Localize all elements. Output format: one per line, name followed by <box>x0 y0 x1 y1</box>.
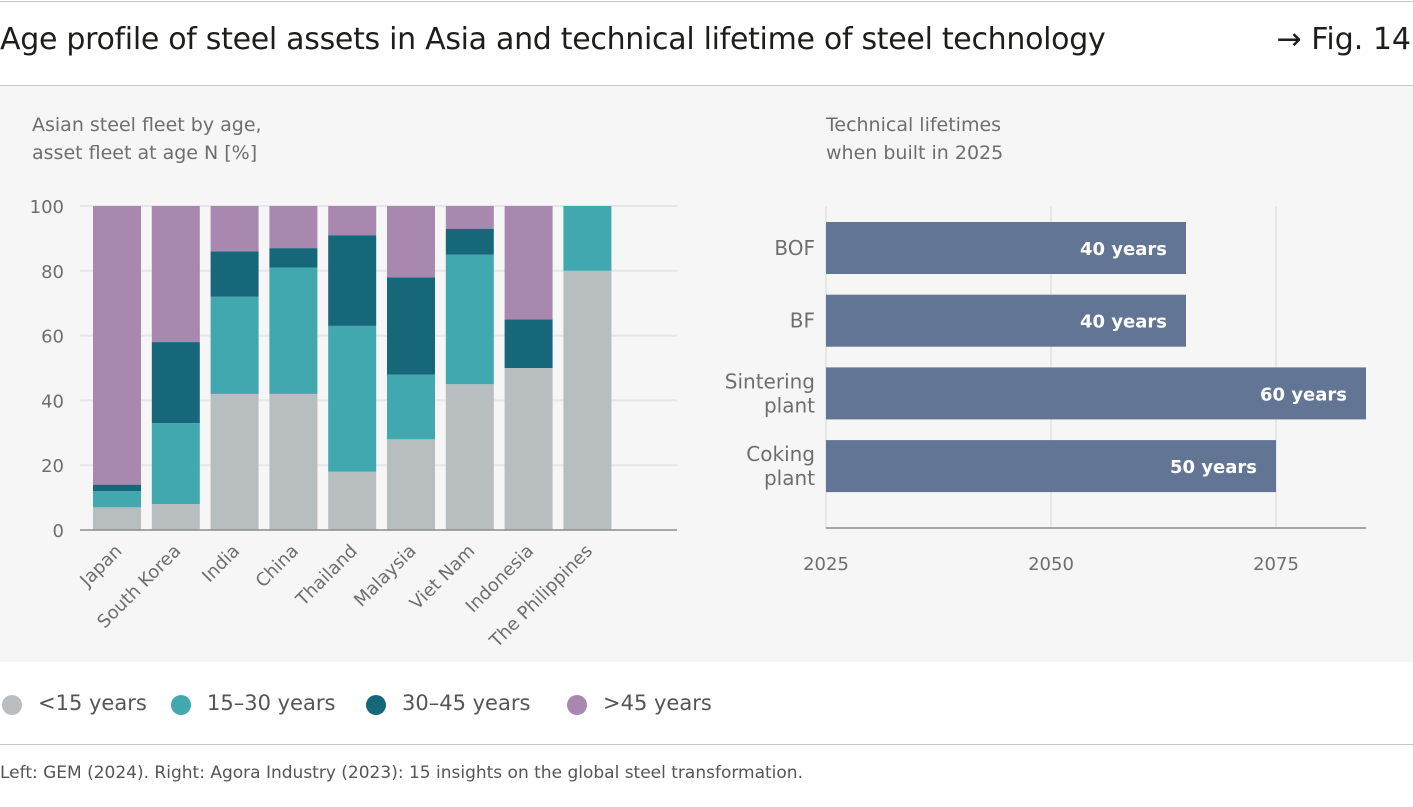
bar-value-label: 40 years <box>1080 312 1167 333</box>
legend-label: <15 years <box>38 691 147 715</box>
bar-segment <box>504 368 553 530</box>
x-tick-label: 2075 <box>1253 554 1299 575</box>
legend-label: 15–30 years <box>207 691 336 715</box>
bar-segment <box>210 296 259 394</box>
bar-segment <box>93 491 141 508</box>
y-tick-label: 100 <box>30 197 64 218</box>
bar-segment <box>387 439 435 530</box>
bar-segment <box>504 319 553 368</box>
top-divider <box>0 1 1413 2</box>
lifetime-bar <box>826 294 1186 347</box>
y-tick-label: 80 <box>41 262 64 283</box>
bar-segment <box>328 235 377 326</box>
bar-segment <box>445 206 494 229</box>
x-tick-label: 2050 <box>1028 554 1074 575</box>
bar-segment <box>93 507 141 530</box>
y-category-label: Sintering <box>725 369 815 393</box>
right-chart-title: Technical lifetimes when built in 2025 <box>826 111 1003 167</box>
bar-segment <box>269 267 318 394</box>
bar-value-label: 40 years <box>1080 239 1167 260</box>
source-note: Left: GEM (2024). Right: Agora Industry … <box>0 763 803 783</box>
bar-segment <box>445 254 494 385</box>
bar-segment <box>445 228 494 255</box>
bar-segment <box>210 206 259 252</box>
bar-segment <box>387 206 435 278</box>
bar-segment <box>563 206 612 271</box>
bar-segment <box>387 374 435 440</box>
page-title: Age profile of steel assets in Asia and … <box>0 22 1106 57</box>
y-category-label: plant <box>764 466 815 490</box>
figure-reference-link[interactable]: → Fig. 14 <box>1276 22 1411 57</box>
right-chart-title-line2: when built in 2025 <box>826 142 1004 164</box>
bar-segment <box>328 471 377 530</box>
bar-segment <box>151 504 200 530</box>
legend-label: 30–45 years <box>402 691 531 715</box>
bar-segment <box>151 423 200 505</box>
bar-segment <box>504 206 553 320</box>
y-category-label: BF <box>790 309 815 333</box>
title-divider <box>0 85 1413 86</box>
lifetime-bar <box>826 222 1186 274</box>
lifetime-chart: 2025 2050 2075 40 years BOF 40 years BF 60 year… <box>725 206 1366 575</box>
bar-value-label: 50 years <box>1170 457 1257 478</box>
bar-segment <box>269 248 318 268</box>
bar-segment <box>387 277 435 375</box>
y-category-label: Coking <box>746 442 815 466</box>
y-tick-label: 40 <box>41 391 64 412</box>
legend-label: >45 years <box>603 691 712 715</box>
y-tick-label: 20 <box>41 456 64 477</box>
bar-value-label: 60 years <box>1260 384 1347 405</box>
bar-segment <box>93 206 141 485</box>
legend-swatch-icon <box>366 695 386 715</box>
bar-segment <box>269 206 318 249</box>
bar-segment <box>210 393 259 530</box>
legend-swatch-icon <box>567 695 587 715</box>
bar-segment <box>328 206 377 236</box>
left-chart-title: Asian steel fleet by age, asset fleet at… <box>32 111 262 167</box>
left-chart-title-line1: Asian steel fleet by age, <box>32 114 262 136</box>
bar-segment <box>93 484 141 492</box>
left-chart-title-line2: asset fleet at age N [%] <box>32 142 258 164</box>
legend-swatch-icon <box>2 695 22 715</box>
header: Age profile of steel assets in Asia and … <box>0 22 1413 66</box>
bar-segment <box>563 270 612 530</box>
y-category-label: plant <box>764 393 815 417</box>
source-divider <box>0 744 1413 745</box>
y-tick-label: 60 <box>41 327 64 348</box>
lifetime-bar <box>826 440 1276 493</box>
y-tick-label: 0 <box>53 521 64 542</box>
bar-segment <box>269 393 318 530</box>
y-category-label: BOF <box>774 236 815 260</box>
legend-swatch-icon <box>171 695 191 715</box>
bar-segment <box>151 342 200 424</box>
right-chart-title-line1: Technical lifetimes <box>826 114 1002 136</box>
bar-segment <box>210 251 259 297</box>
bar-segment <box>151 206 200 343</box>
lifetime-bar <box>826 367 1366 420</box>
bar-segment <box>445 384 494 530</box>
x-tick-label: 2025 <box>803 554 849 575</box>
bar-segment <box>328 325 377 472</box>
